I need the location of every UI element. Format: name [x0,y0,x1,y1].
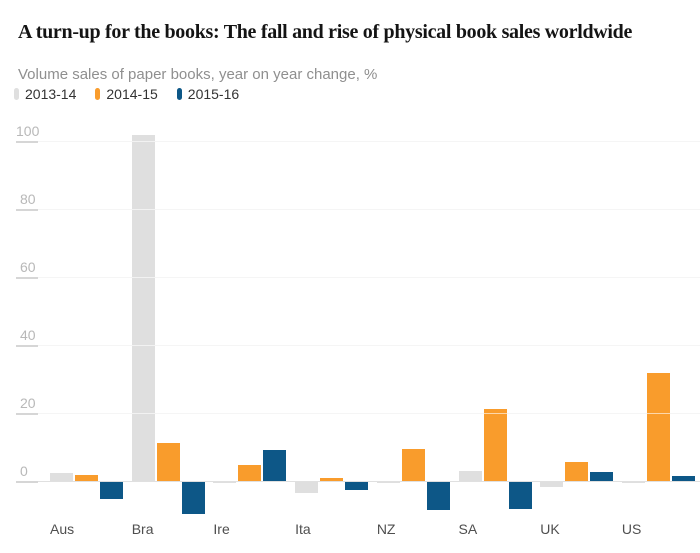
bar-ita-2013-14 [295,482,319,493]
bar-us-2013-14 [621,482,645,483]
x-axis-label-nz: NZ [376,521,396,537]
y-axis-label-80: 80 [20,191,36,207]
y-axis-label-40: 40 [20,327,36,343]
bar-group-nz: NZ [376,130,450,553]
page-title: A turn-up for the books: The fall and ri… [18,21,633,44]
bar-group-aus: Aus [50,130,123,553]
y-axis-label-20: 20 [20,395,36,411]
plot-area: 0 20 40 60 80 100 Aus Bra Ire Ita NZ SA UK US [0,124,700,553]
gridline-overlay-20 [16,413,700,414]
legend-swatch-2014-15 [95,88,101,100]
bar-groups: Aus Bra Ire Ita NZ SA UK US [50,130,695,553]
bar-bra-2015-16 [181,482,205,514]
legend-item: 2013-14 [14,86,76,102]
bar-group-uk: UK [540,130,614,553]
y-axis-label-100: 100 [16,123,40,139]
bar-ita-2015-16 [345,482,369,490]
y-axis-label-60: 60 [20,259,36,275]
bar-ita-2014-15 [320,478,344,481]
gridline-overlay-40 [16,345,700,346]
legend: 2013-14 2014-15 2015-16 [14,86,239,102]
chart-subtitle: Volume sales of paper books, year on yea… [18,66,378,83]
bar-group-us: US [621,130,695,553]
bar-sa-2015-16 [508,482,532,509]
bar-aus-2015-16 [100,482,123,499]
x-axis-label-ita: Ita [295,521,311,537]
y-axis-tick-20 [16,413,38,415]
bar-aus-2013-14 [50,473,73,481]
gridline-overlay-80 [16,209,700,210]
y-axis-tick-60 [16,277,38,279]
x-axis-label-aus: Aus [50,521,75,537]
legend-swatch-2015-16 [176,88,182,100]
bar-nz-2013-14 [376,482,400,483]
x-axis-label-ire: Ire [213,521,230,537]
y-axis-label-0: 0 [20,463,28,479]
bar-ire-2014-15 [238,465,262,481]
bar-us-2014-15 [646,373,670,481]
bar-sa-2014-15 [483,409,507,481]
bar-nz-2015-16 [426,482,450,510]
legend-label: 2014-15 [106,86,158,102]
gridline-overlay-100 [16,141,700,142]
legend-label: 2013-14 [25,86,77,102]
bar-group-bra: Bra [131,130,205,553]
y-axis-tick-100 [16,141,38,143]
x-axis-label-us: US [621,521,642,537]
bar-aus-2014-15 [75,475,98,481]
bar-uk-2015-16 [590,472,614,481]
x-axis-label-sa: SA [458,521,478,537]
bar-nz-2014-15 [401,449,425,481]
y-axis-tick-80 [16,209,38,211]
legend-item: 2014-15 [95,86,158,102]
bar-us-2015-16 [671,476,695,481]
bar-uk-2013-14 [540,482,564,487]
gridline-overlay-60 [16,277,700,278]
bar-ire-2013-14 [213,482,237,483]
bar-group-ita: Ita [295,130,369,553]
bar-group-sa: SA [458,130,532,553]
bar-ire-2015-16 [263,450,287,481]
x-axis-label-uk: UK [540,521,560,537]
legend-swatch-2013-14 [14,88,19,100]
bar-bra-2014-15 [156,443,180,481]
legend-label: 2015-16 [187,86,240,102]
bar-bra-2013-14 [131,135,155,481]
bar-uk-2014-15 [565,462,589,481]
gridline-0 [16,481,700,482]
bar-group-ire: Ire [213,130,287,553]
x-axis-label-bra: Bra [131,521,154,537]
y-axis-tick-0 [16,481,38,483]
bar-sa-2013-14 [458,471,482,481]
y-axis-tick-40 [16,345,38,347]
legend-item: 2015-16 [176,86,240,102]
